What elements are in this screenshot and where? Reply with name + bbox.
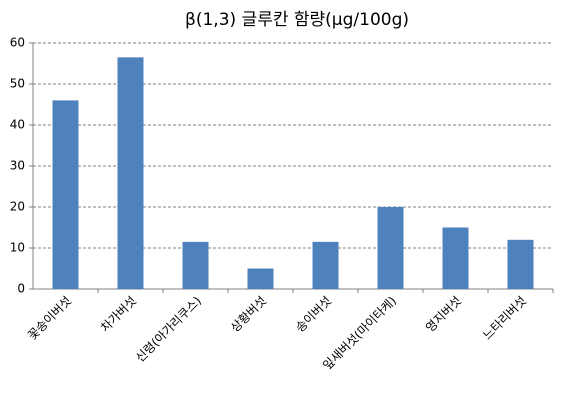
x-tick-label: 상황버섯 <box>228 294 269 335</box>
y-tick-label: 0 <box>17 282 25 296</box>
x-tick-label: 송이버섯 <box>293 294 334 335</box>
x-tick-label: 느타리버섯 <box>480 294 529 343</box>
x-tick-label: 영지버섯 <box>423 294 464 335</box>
bar <box>247 268 274 289</box>
y-tick-label: 30 <box>10 159 25 173</box>
x-tick-label: 꽃송이버섯 <box>25 294 74 343</box>
y-tick-label: 60 <box>10 36 25 50</box>
bar <box>312 241 339 289</box>
y-tick-label: 10 <box>10 241 25 255</box>
bar <box>52 100 79 290</box>
y-tick-label: 40 <box>10 118 25 132</box>
bar <box>182 241 209 289</box>
bar <box>377 207 404 289</box>
y-tick-label: 50 <box>10 77 25 91</box>
x-tick-label: 신령(아가리쿠스) <box>133 294 204 365</box>
bar <box>507 239 534 289</box>
y-tick-label: 20 <box>10 200 25 214</box>
bar <box>117 57 144 289</box>
x-tick-label: 차가버섯 <box>98 294 139 335</box>
chart-title: β(1,3) 글루칸 함량(μg/100g) <box>185 10 409 30</box>
bar <box>442 227 469 289</box>
